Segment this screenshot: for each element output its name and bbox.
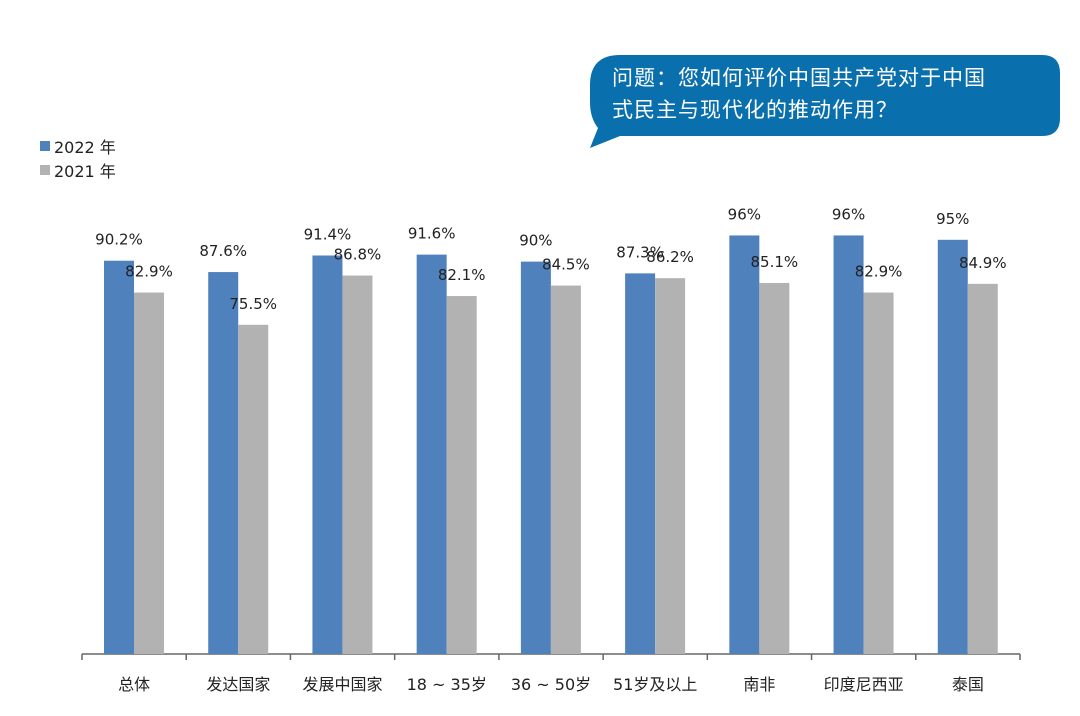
- data-label-2021: 75.5%: [229, 295, 277, 313]
- question-line-2: 式民主与现代化的推动作用？: [612, 98, 898, 122]
- data-label-2021: 86.2%: [646, 248, 694, 266]
- legend-label-2022: 2022 年: [54, 138, 116, 157]
- data-label-2022: 87.6%: [199, 242, 247, 260]
- legend-label-2021: 2021 年: [54, 162, 116, 181]
- bar-2021: [967, 283, 998, 654]
- bar-2021: [550, 285, 581, 654]
- data-label-2022: 91.6%: [408, 225, 456, 243]
- data-label-2021: 85.1%: [751, 253, 799, 271]
- question-bubble: [590, 55, 1060, 148]
- legend-item-2022: 2022 年: [40, 134, 116, 158]
- data-label-2022: 90%: [519, 232, 552, 250]
- data-label-2021: 84.9%: [959, 254, 1007, 272]
- bar-2022: [104, 260, 134, 654]
- bars: [104, 235, 998, 655]
- x-tick-label: 36 ~ 50岁: [511, 675, 591, 694]
- bar-2022: [729, 235, 760, 654]
- x-axis: [81, 653, 1021, 660]
- legend: 2022 年 2021 年: [40, 134, 116, 182]
- bar-2021: [342, 275, 373, 654]
- bar-2022: [520, 261, 551, 654]
- data-label-2021: 82.1%: [438, 266, 486, 284]
- data-label-2022: 96%: [832, 205, 865, 223]
- question-bubble-shape: [590, 55, 1060, 148]
- bar-2021: [759, 282, 790, 654]
- bar-2021: [238, 324, 269, 654]
- x-tick-label: 发展中国家: [303, 675, 383, 694]
- data-label-2021: 82.9%: [125, 263, 173, 281]
- data-label-2022: 96%: [728, 205, 761, 223]
- bar-2022: [312, 255, 343, 654]
- bar-2022: [416, 254, 447, 654]
- legend-item-2021: 2021 年: [40, 158, 116, 182]
- bar-2022: [833, 235, 864, 654]
- x-tick-label: 印度尼西亚: [824, 675, 904, 694]
- question-text: 问题：您如何评价中国共产党对于中国 式民主与现代化的推动作用？: [612, 62, 1052, 126]
- data-labels: 90.2% 82.9% 87.6% 75.5% 91.4% 86.8% 91.6% 82.1%…: [95, 205, 1006, 312]
- x-tick-label: 18 ~ 35岁: [407, 675, 487, 694]
- x-tick-labels: 总体 发达国家 发展中国家 18 ~ 35岁 36 ~ 50岁 51岁及以上 南非 印度尼西亚…: [118, 675, 984, 694]
- data-label-2021: 82.9%: [855, 263, 903, 281]
- bar-2022: [208, 272, 239, 654]
- data-label-2021: 84.5%: [542, 256, 590, 274]
- data-label-2021: 86.8%: [334, 246, 382, 264]
- data-label-2022: 87.3%: [616, 243, 664, 261]
- bar-2021: [655, 278, 686, 654]
- bar-2022: [937, 239, 968, 655]
- x-tick-label: 总体: [118, 675, 150, 694]
- bar-2021: [863, 292, 894, 654]
- data-label-2022: 91.4%: [304, 225, 352, 243]
- x-tick-label: 南非: [743, 675, 775, 694]
- data-label-2022: 95%: [936, 210, 969, 228]
- bar-2021: [446, 296, 477, 654]
- data-label-2022: 90.2%: [95, 231, 143, 249]
- bar-2021: [134, 292, 164, 654]
- legend-swatch-2022: [40, 141, 50, 151]
- x-tick-label: 发达国家: [206, 675, 270, 694]
- legend-swatch-2021: [40, 165, 50, 175]
- x-tick-label: 泰国: [952, 675, 984, 694]
- bar-2022: [625, 273, 656, 654]
- x-tick-label: 51岁及以上: [613, 675, 697, 694]
- question-line-1: 问题：您如何评价中国共产党对于中国: [612, 66, 986, 90]
